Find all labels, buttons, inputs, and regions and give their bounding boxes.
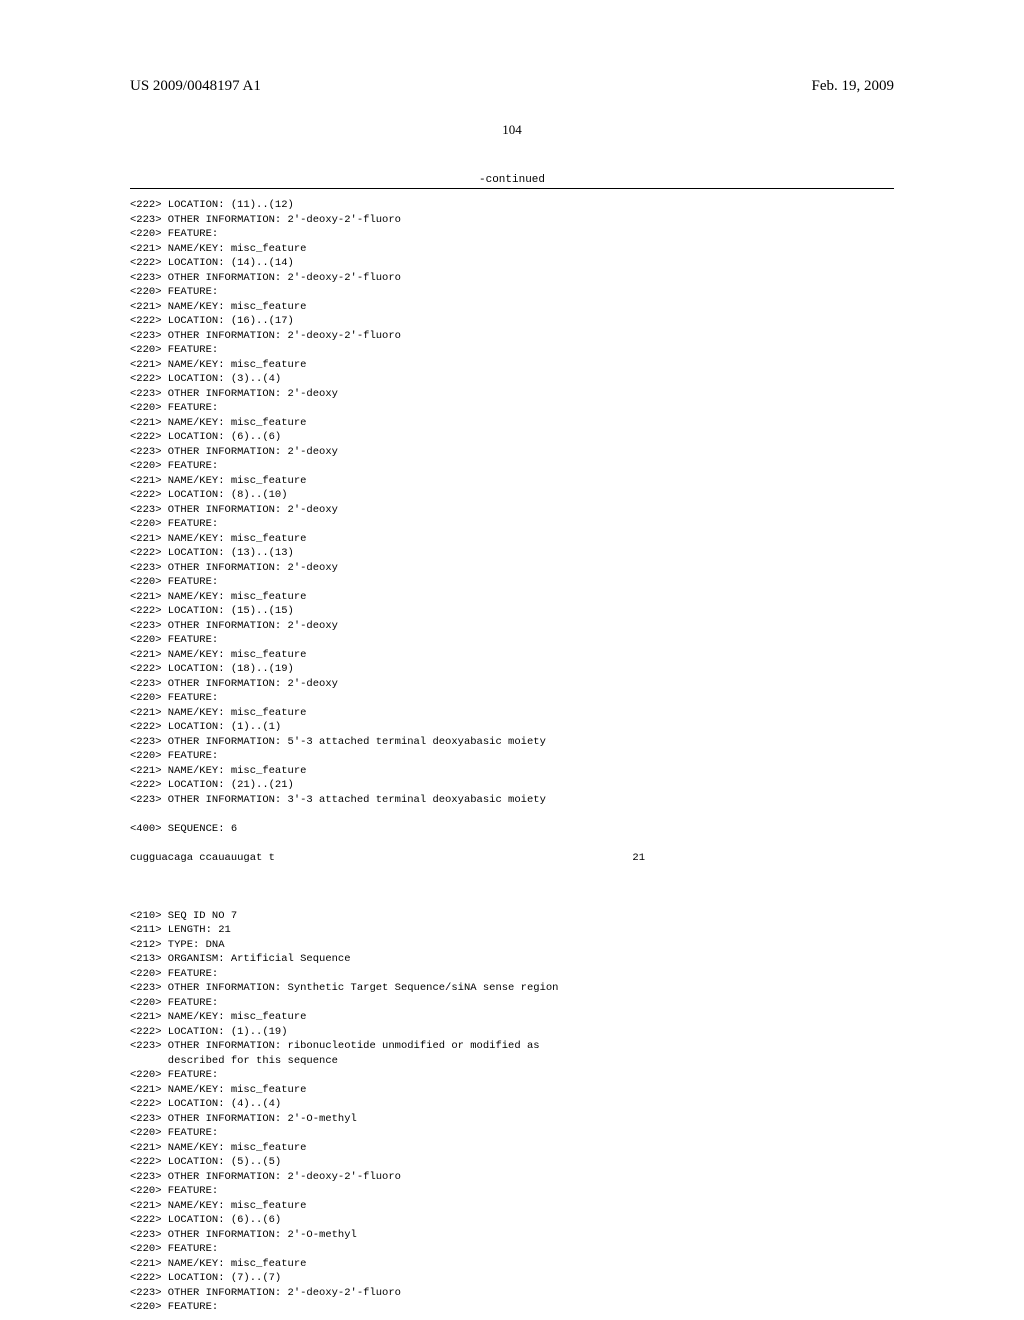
- page-number: 104: [502, 122, 522, 138]
- sequence-6-text: cugguacaga ccauauugat t: [130, 851, 275, 866]
- page-header: US 2009/0048197 A1 Feb. 19, 2009: [0, 78, 1024, 95]
- continued-label: -continued: [479, 174, 545, 186]
- features-block: <222> LOCATION: (11)..(12) <223> OTHER I…: [130, 199, 546, 835]
- publication-number: US 2009/0048197 A1: [130, 78, 261, 95]
- sequence-listing-content: <222> LOCATION: (11)..(12) <223> OTHER I…: [130, 198, 894, 1315]
- seq7-header-block: <210> SEQ ID NO 7 <211> LENGTH: 21 <212>…: [130, 910, 558, 1314]
- sequence-6-length: 21: [632, 851, 645, 866]
- divider-line: [130, 188, 894, 189]
- publication-date: Feb. 19, 2009: [812, 78, 895, 95]
- sequence-6-line: cugguacaga ccauauugat t 21: [130, 851, 645, 866]
